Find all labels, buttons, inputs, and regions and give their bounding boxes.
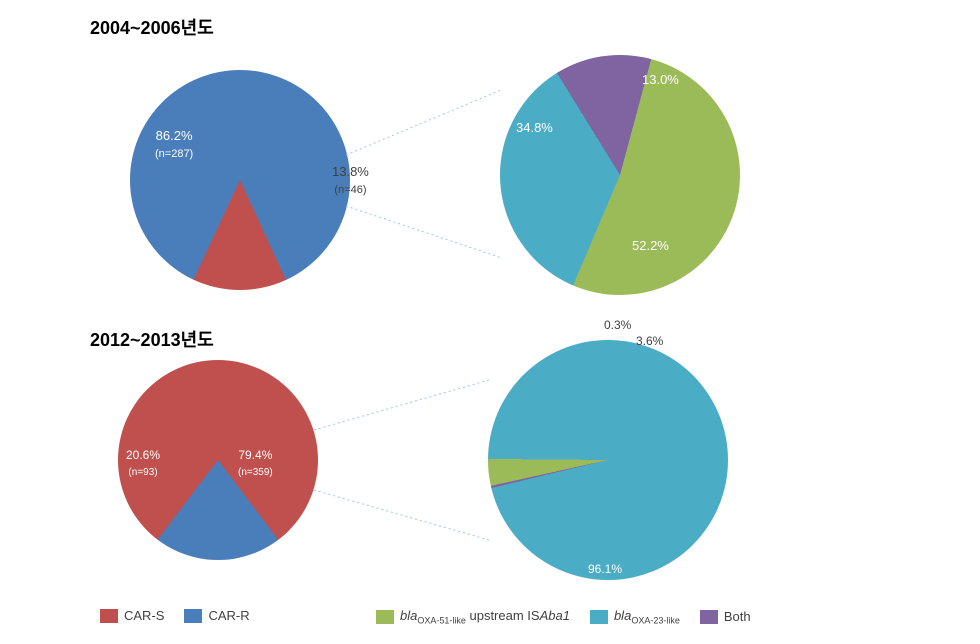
pie-slice-label: 3.6% [636,334,663,350]
pie-slice-label: 20.6%(n=93) [126,448,160,479]
pie-2004-car [130,70,350,290]
legend-item: CAR-R [184,608,249,623]
legend-swatch [184,609,202,623]
legend-label: blaOXA-23-like [614,608,680,626]
legend-car: CAR-S CAR-R [100,608,250,623]
pie-slice-label: 0.3% [604,318,631,334]
legend-swatch [700,610,718,624]
legend-swatch [376,610,394,624]
pie-slice-label: 52.2% [632,238,669,255]
pie-slice-label: 86.2%(n=287) [155,128,193,162]
legend-label: CAR-S [124,608,164,623]
legend-item: blaOXA-51-like upstream ISAba1 [376,608,570,626]
legend-swatch [100,609,118,623]
period-title-2012-2013: 2012~2013년도 [90,326,214,352]
legend-item: blaOXA-23-like [590,608,680,626]
connector-lines [0,0,980,644]
pie-slice-label: 13.0% [642,72,679,89]
legend-label: blaOXA-51-like upstream ISAba1 [400,608,570,626]
legend-bla: blaOXA-51-like upstream ISAba1 blaOXA-23… [376,608,751,626]
pie-2004-bla [500,55,740,295]
legend-swatch [590,610,608,624]
pie-2012-bla [488,340,728,580]
legend-label: CAR-R [208,608,249,623]
pie-slice-label: 34.8% [516,120,553,137]
pie-slice-label: 96.1% [588,562,622,578]
legend-label: Both [724,609,751,624]
period-title-2004-2006: 2004~2006년도 [90,14,214,40]
pie-slice-label: 79.4%(n=359) [238,448,273,479]
legend-item: Both [700,609,751,624]
legend-item: CAR-S [100,608,164,623]
pie-slice-label: 13.8%(n=46) [332,164,369,198]
